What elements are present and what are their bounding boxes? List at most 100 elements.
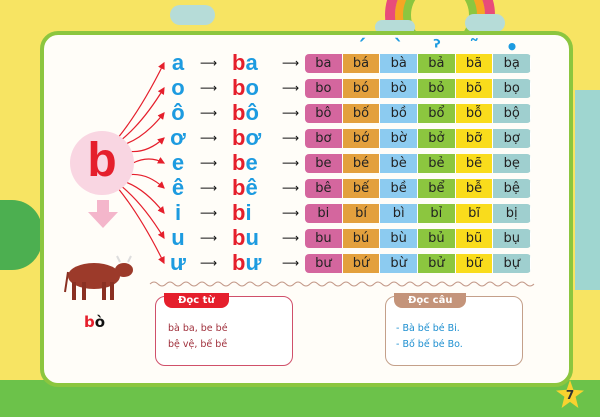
read-sentences-box: Đọc câu - Bà bế bé Bi. - Bố bế bé Bo. — [385, 293, 523, 366]
right-arrow-icon: ⟶ — [282, 181, 300, 195]
connector-arrow — [125, 112, 165, 145]
tone-syllable-cell: bể — [418, 179, 456, 198]
tone-syllable-cell: bữ — [455, 254, 494, 273]
tone-syllable-cell: bá — [342, 54, 381, 73]
tone-syllable-cell: bị — [493, 204, 531, 223]
tone-syllable-cell: bỉ — [418, 204, 456, 223]
tone-syllable-cell: bở — [418, 129, 456, 148]
tone-syllable-cell: bu — [305, 229, 343, 248]
vowel: ơ — [170, 125, 186, 150]
right-arrow-icon: ⟶ — [200, 56, 218, 70]
tone-syllable-cell: bỏ — [418, 79, 456, 98]
connector-arrow — [132, 157, 166, 164]
vowel: ê — [171, 175, 185, 200]
syllable: bu — [232, 227, 259, 249]
syllable: ba — [232, 52, 258, 74]
tone-mark: ˋ — [393, 35, 404, 59]
read-words-line: bệ vệ, bế bề — [168, 339, 228, 350]
syllable: be — [232, 152, 258, 174]
syllable: bư — [232, 252, 261, 274]
right-arrow-icon: ⟶ — [200, 231, 218, 245]
syllable-consonant: b — [232, 250, 246, 275]
syllable-consonant: b — [232, 150, 246, 175]
syllable-vowel: ơ — [245, 125, 262, 150]
vowel: u — [171, 225, 185, 250]
tone-syllable-cell: bỡ — [455, 129, 494, 148]
tone-syllable-cell: bọ — [493, 79, 531, 98]
tone-syllable-cell: bé — [342, 154, 381, 173]
syllable-vowel: ư — [245, 250, 262, 275]
connector-arrow — [121, 86, 165, 141]
tone-syllable-cell: bó — [342, 79, 381, 98]
syllable-vowel: ô — [245, 100, 259, 125]
tone-syllable-cell: bờ — [380, 129, 419, 148]
read-sentences-title: Đọc câu — [394, 293, 467, 308]
picture-word: bbòò — [84, 313, 106, 331]
tone-syllable-cell: bô — [305, 104, 343, 123]
syllable-consonant: b — [232, 200, 246, 225]
right-arrow-icon: ⟶ — [200, 206, 218, 220]
tone-syllable-cell: be — [305, 154, 343, 173]
tone-row: bô bố bồ bổ bỗ bộ — [305, 104, 531, 123]
tone-syllable-cell: bớ — [342, 129, 381, 148]
tone-mark: ˊ — [356, 35, 367, 59]
tone-syllable-cell: bã — [455, 54, 494, 73]
tone-syllable-cell: bổ — [418, 104, 456, 123]
syllable: bo — [232, 77, 259, 99]
vowel: ô — [171, 100, 185, 125]
right-arrow-icon: ⟶ — [282, 256, 300, 270]
tone-syllable-cell: bứ — [342, 254, 381, 273]
right-arrow-icon: ⟶ — [282, 106, 300, 120]
tone-mark: ˜ — [469, 35, 480, 59]
tone-syllable-cell: ba — [305, 54, 343, 73]
tone-syllable-cell: bừ — [380, 254, 419, 273]
tone-syllable-cell: bẻ — [418, 154, 456, 173]
tone-syllable-cell: bơ — [305, 129, 343, 148]
tone-syllable-cell: bà — [380, 54, 419, 73]
right-arrow-icon: ⟶ — [200, 181, 218, 195]
connector-arrow — [121, 185, 165, 240]
syllable-consonant: b — [232, 225, 246, 250]
vowel: a — [171, 50, 185, 75]
cloud-decoration — [465, 14, 505, 32]
read-words-title: Đọc từ — [164, 293, 229, 308]
syllable-vowel: u — [245, 225, 259, 250]
tone-syllable-cell: bệ — [493, 179, 531, 198]
syllable-consonant: b — [232, 175, 246, 200]
tone-row: bo bó bò bỏ bõ bọ — [305, 79, 531, 98]
right-arrow-icon: ⟶ — [200, 256, 218, 270]
right-arrow-icon: ⟶ — [282, 206, 300, 220]
tone-row: bi bí bì bỉ bĩ bị — [305, 204, 531, 223]
tone-row: bư bứ bừ bử bữ bự — [305, 254, 531, 273]
syllable-vowel: a — [245, 50, 258, 75]
right-arrow-icon: ⟶ — [282, 231, 300, 245]
tone-syllable-cell: bi — [305, 204, 343, 223]
read-words-box: Đọc từ bà ba, be bé bệ vệ, bế bề — [155, 293, 293, 366]
tone-syllable-cell: bạ — [493, 54, 531, 73]
tone-syllable-cell: bử — [418, 254, 456, 273]
vowel: o — [171, 75, 185, 100]
tone-syllable-cell: bự — [493, 254, 531, 273]
tone-syllable-cell: bê — [305, 179, 343, 198]
syllable: bê — [232, 177, 258, 199]
syllable-vowel: i — [245, 200, 252, 225]
syllable: bi — [232, 202, 252, 224]
vowel: ư — [170, 250, 186, 275]
right-arrow-icon: ⟶ — [282, 56, 300, 70]
tone-syllable-cell: bì — [380, 204, 419, 223]
tone-syllable-cell: bú — [342, 229, 381, 248]
tone-syllable-cell: bư — [305, 254, 343, 273]
right-arrow-icon: ⟶ — [200, 131, 218, 145]
tone-syllable-cell: bủ — [418, 229, 456, 248]
right-arrow-icon: ⟶ — [200, 156, 218, 170]
tone-syllable-cell: bề — [380, 179, 419, 198]
tone-row: ba bá bà bả bã bạ — [305, 54, 531, 73]
tone-syllable-cell: bễ — [455, 179, 494, 198]
connector-arrow — [117, 188, 165, 265]
cloud-decoration — [375, 20, 415, 34]
connector-arrow — [117, 61, 165, 138]
tone-row: be bé bè bẻ bẽ bẹ — [305, 154, 531, 173]
down-arrow-icon — [88, 200, 118, 228]
tone-syllable-cell: bõ — [455, 79, 494, 98]
